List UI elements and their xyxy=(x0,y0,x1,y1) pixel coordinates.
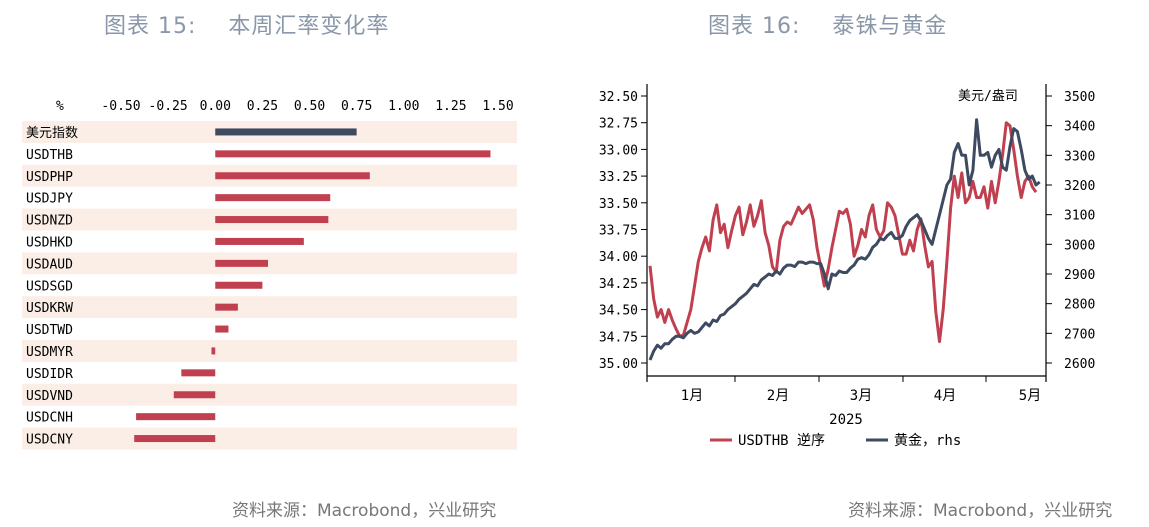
left-y-tick-label: 32.75 xyxy=(599,117,638,132)
left-y-tick-label: 34.25 xyxy=(599,277,638,292)
left-chart-title: 图表 15: 本周汇率变化率 xyxy=(104,14,390,39)
category-label: USDCNH xyxy=(26,411,73,426)
row-band xyxy=(22,340,517,362)
bar xyxy=(215,303,238,311)
row-band xyxy=(22,427,517,450)
bar xyxy=(215,216,329,224)
bar xyxy=(215,172,370,180)
bar xyxy=(215,259,269,267)
legend-label: USDTHB 逆序 xyxy=(738,433,825,449)
left-y-tick-label: 34.75 xyxy=(599,330,638,345)
x-tick-label: 0.50 xyxy=(294,99,325,114)
x-tick-label: -0.25 xyxy=(149,99,188,114)
bar xyxy=(136,413,216,421)
category-label: USDNZD xyxy=(26,214,73,229)
right-chart-title: 图表 16: 泰铢与黄金 xyxy=(708,14,948,39)
bar xyxy=(211,347,216,355)
category-label: 美元指数 xyxy=(26,126,78,141)
category-label: USDTHB xyxy=(26,148,73,163)
x-month-label: 3月 xyxy=(850,388,872,404)
right-y-tick-label: 3500 xyxy=(1064,90,1095,105)
left-y-tick-label: 34.50 xyxy=(599,304,638,319)
right-source-note: 资料来源：Macrobond，兴业研究 xyxy=(848,501,1113,521)
x-tick-label: 0.00 xyxy=(200,99,231,114)
category-label: USDMYR xyxy=(26,345,73,360)
x-year-label: 2025 xyxy=(829,412,863,428)
row-band xyxy=(22,252,517,275)
right-y-tick-label: 2800 xyxy=(1064,298,1095,313)
unit-label: % xyxy=(56,99,64,114)
category-label: USDVND xyxy=(26,389,73,404)
x-month-label: 5月 xyxy=(1019,388,1041,404)
right-y-tick-label: 3200 xyxy=(1064,179,1095,194)
bar xyxy=(215,128,357,136)
bar xyxy=(215,237,304,245)
category-label: USDCNY xyxy=(26,433,73,448)
gold-line xyxy=(648,118,1041,361)
left-y-tick-label: 33.50 xyxy=(599,197,638,212)
x-month-label: 4月 xyxy=(934,388,956,404)
left-y-tick-label: 33.00 xyxy=(599,143,638,158)
left-y-tick-label: 35.00 xyxy=(599,357,638,372)
left-y-tick-label: 32.50 xyxy=(599,90,638,105)
left-y-tick-label: 33.25 xyxy=(599,170,638,185)
right-y-tick-label: 2900 xyxy=(1064,268,1095,283)
category-label: USDSGD xyxy=(26,279,73,294)
right-y-tick-label: 3100 xyxy=(1064,209,1095,224)
category-label: USDKRW xyxy=(26,301,73,316)
x-month-label: 2月 xyxy=(767,388,789,404)
category-label: USDJPY xyxy=(26,192,73,207)
bar xyxy=(181,369,216,377)
left-source-note: 资料来源：Macrobond，兴业研究 xyxy=(232,501,497,521)
category-label: USDTWD xyxy=(26,323,73,338)
row-band xyxy=(22,383,517,406)
x-tick-label: 0.75 xyxy=(341,99,372,114)
x-tick-label: 1.25 xyxy=(435,99,466,114)
bar xyxy=(134,435,216,443)
category-label: USDIDR xyxy=(26,367,73,382)
bar xyxy=(215,194,331,202)
category-label: USDAUD xyxy=(26,257,73,272)
category-label: USDHKD xyxy=(26,235,73,250)
left-y-tick-label: 34.00 xyxy=(599,250,638,265)
right-y-tick-label: 2600 xyxy=(1064,357,1095,372)
bar xyxy=(173,391,216,399)
category-label: USDPHP xyxy=(26,170,73,185)
x-tick-label: -0.50 xyxy=(101,99,140,114)
right-y-axis-label: 美元/盎司 xyxy=(958,89,1018,104)
right-y-tick-label: 2700 xyxy=(1064,327,1095,342)
x-month-label: 1月 xyxy=(681,388,703,404)
bar xyxy=(215,281,263,289)
usdthb-line xyxy=(648,121,1038,344)
x-tick-label: 0.25 xyxy=(247,99,278,114)
right-y-tick-label: 3300 xyxy=(1064,149,1095,164)
left-y-tick-label: 33.75 xyxy=(599,224,638,239)
bar xyxy=(215,325,229,333)
right-y-tick-label: 3000 xyxy=(1064,238,1095,253)
row-band xyxy=(22,296,517,319)
x-tick-label: 1.50 xyxy=(482,99,513,114)
legend-label: 黄金，rhs xyxy=(894,432,961,449)
bar xyxy=(215,150,491,158)
x-tick-label: 1.00 xyxy=(388,99,419,114)
right-y-tick-label: 3400 xyxy=(1064,120,1095,135)
